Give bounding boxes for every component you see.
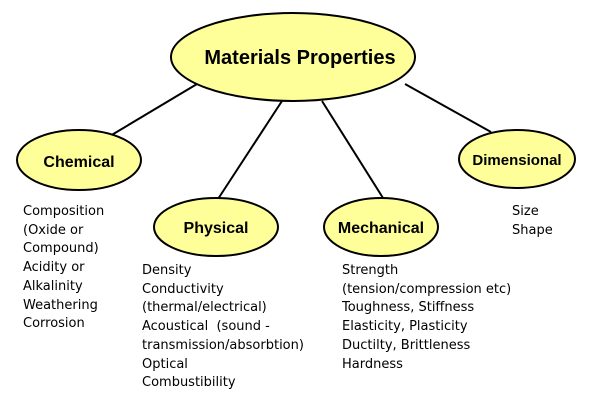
detail-item: Alkalinity: [23, 278, 83, 294]
detail-item: transmission/absorbtion): [142, 337, 304, 353]
detail-item: Hardness: [342, 356, 403, 372]
detail-item: Optical: [142, 356, 188, 372]
detail-item: Acoustical (sound -: [142, 319, 270, 335]
root-node: Materials Properties: [170, 12, 416, 102]
detail-item: Density: [142, 263, 192, 278]
detail-item: Toughness, Stiffness: [342, 300, 475, 316]
detail-item: Shape: [512, 222, 553, 238]
chemical-node-label: Chemical: [43, 154, 114, 171]
connector-dimensional: [404, 83, 492, 133]
mechanical-details: Strength (tension/compression etc) Tough…: [342, 262, 511, 374]
detail-item: Acidity or: [23, 260, 85, 276]
detail-item: Ductilty, Brittleness: [342, 337, 471, 353]
chemical-details: Composition (Oxide or Compound) Acidity …: [23, 203, 104, 334]
detail-item: Combustibility: [142, 375, 236, 391]
dimensional-details: Size Shape: [512, 203, 553, 240]
physical-details: Density Conductivity (thermal/electrical…: [142, 262, 304, 393]
physical-node: Physical: [153, 197, 279, 257]
mechanical-node-label: Mechanical: [338, 220, 424, 237]
detail-item: Conductivity: [142, 281, 224, 297]
physical-node-label: Physical: [184, 220, 249, 237]
detail-item: Corrosion: [23, 316, 85, 332]
root-node-label: Materials Properties: [204, 47, 395, 69]
dimensional-node-label: Dimensional: [472, 152, 561, 169]
detail-item: Strength: [342, 263, 399, 278]
detail-item: (Oxide or: [23, 222, 84, 238]
dimensional-node: Dimensional: [458, 129, 576, 189]
detail-item: Weathering: [23, 297, 98, 313]
detail-item: Elasticity, Plasticity: [342, 319, 468, 335]
detail-item: Composition: [23, 204, 105, 219]
connector-mechanical: [321, 100, 384, 199]
chemical-node: Chemical: [16, 129, 142, 191]
detail-item: (thermal/electrical): [142, 300, 267, 316]
detail-item: Size: [512, 204, 539, 219]
mechanical-node: Mechanical: [323, 197, 439, 257]
detail-item: Compound): [23, 241, 99, 257]
connector-chemical: [109, 83, 198, 137]
detail-item: (tension/compression etc): [342, 281, 512, 297]
connector-physical: [217, 100, 283, 200]
